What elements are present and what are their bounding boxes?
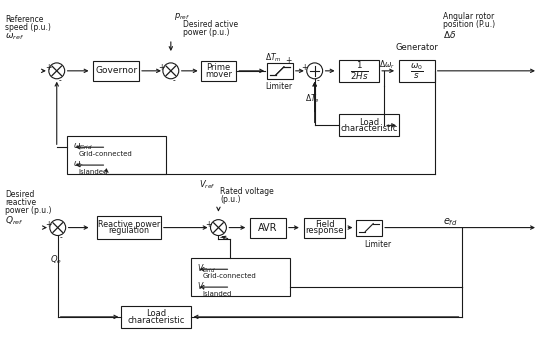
Text: $p_{ref}$: $p_{ref}$ — [174, 11, 190, 22]
Text: Grid-connected: Grid-connected — [79, 151, 133, 157]
Text: Reference: Reference — [5, 15, 43, 24]
Text: characteristic: characteristic — [340, 124, 398, 133]
Text: $Q_{ref}$: $Q_{ref}$ — [5, 215, 24, 227]
Text: position (P.u.): position (P.u.) — [443, 20, 495, 29]
Text: Generator: Generator — [395, 42, 438, 51]
Text: $\frac{\omega_0}{s}$: $\frac{\omega_0}{s}$ — [410, 61, 424, 80]
Text: $e_{fd}$: $e_{fd}$ — [443, 216, 458, 228]
Text: $\Delta T_e$: $\Delta T_e$ — [305, 92, 320, 105]
Text: (p.u.): (p.u.) — [221, 195, 241, 204]
Text: $Q_e$: $Q_e$ — [50, 253, 62, 266]
Text: $\Delta\delta$: $\Delta\delta$ — [443, 29, 456, 40]
Bar — [267, 63, 293, 79]
Text: Prime: Prime — [206, 63, 230, 72]
Bar — [339, 114, 399, 136]
Text: -: - — [58, 76, 61, 85]
Text: Desired: Desired — [5, 190, 35, 199]
Bar — [97, 216, 161, 239]
Text: Limiter: Limiter — [364, 240, 392, 249]
Bar — [250, 218, 286, 238]
Text: Desired active: Desired active — [183, 20, 238, 29]
Text: Rated voltage: Rated voltage — [221, 187, 274, 196]
Text: Islanded: Islanded — [79, 169, 108, 175]
Circle shape — [49, 63, 65, 79]
Text: Angular rotor: Angular rotor — [443, 12, 494, 21]
Bar — [201, 61, 236, 81]
Circle shape — [50, 220, 65, 236]
Text: $\omega_{ref}$: $\omega_{ref}$ — [5, 32, 24, 42]
Circle shape — [307, 63, 323, 79]
Text: response: response — [305, 226, 344, 235]
Bar — [191, 258, 290, 296]
Bar — [399, 60, 434, 82]
Text: Governor: Governor — [95, 66, 138, 75]
Text: -: - — [316, 76, 319, 85]
Text: $V_{Grid}$: $V_{Grid}$ — [197, 263, 215, 275]
Text: Limiter: Limiter — [265, 82, 292, 91]
Text: regulation: regulation — [109, 226, 150, 235]
Circle shape — [211, 220, 227, 236]
Text: speed (p.u.): speed (p.u.) — [5, 23, 51, 32]
Text: power (p.u.): power (p.u.) — [5, 206, 52, 215]
Text: +: + — [46, 63, 52, 72]
Bar — [339, 60, 379, 82]
Text: -: - — [173, 76, 175, 85]
Text: Reactive power: Reactive power — [98, 220, 160, 229]
Text: $\omega_r$: $\omega_r$ — [73, 160, 84, 170]
Text: $\Delta\omega_r$: $\Delta\omega_r$ — [379, 59, 395, 71]
Text: $\Delta T_m$: $\Delta T_m$ — [265, 52, 282, 64]
Text: $\frac{1}{2Hs}$: $\frac{1}{2Hs}$ — [350, 60, 368, 82]
Bar — [356, 220, 382, 236]
Text: -: - — [220, 233, 223, 242]
Text: AVR: AVR — [258, 223, 278, 233]
Bar — [121, 306, 191, 328]
Text: +: + — [158, 63, 164, 72]
Text: $V_i$: $V_i$ — [197, 281, 205, 293]
Text: +: + — [301, 63, 308, 72]
Text: mover: mover — [205, 70, 232, 79]
Text: Field: Field — [315, 220, 334, 229]
Circle shape — [163, 63, 179, 79]
Text: $\omega_{Grid}$: $\omega_{Grid}$ — [73, 142, 92, 153]
Bar — [94, 61, 139, 81]
Text: -: - — [59, 233, 62, 242]
Bar — [67, 136, 166, 174]
Text: Grid-connected: Grid-connected — [202, 273, 256, 279]
Text: reactive: reactive — [5, 198, 36, 207]
Bar — [304, 218, 345, 238]
Text: Load: Load — [146, 309, 166, 318]
Text: +: + — [285, 56, 291, 65]
Text: characteristic: characteristic — [127, 316, 185, 325]
Text: power (p.u.): power (p.u.) — [183, 28, 229, 37]
Text: +: + — [46, 220, 52, 229]
Text: $V_{ref}$: $V_{ref}$ — [199, 178, 216, 191]
Text: Load: Load — [359, 118, 380, 127]
Text: +: + — [205, 220, 212, 229]
Text: Islanded: Islanded — [202, 291, 232, 297]
